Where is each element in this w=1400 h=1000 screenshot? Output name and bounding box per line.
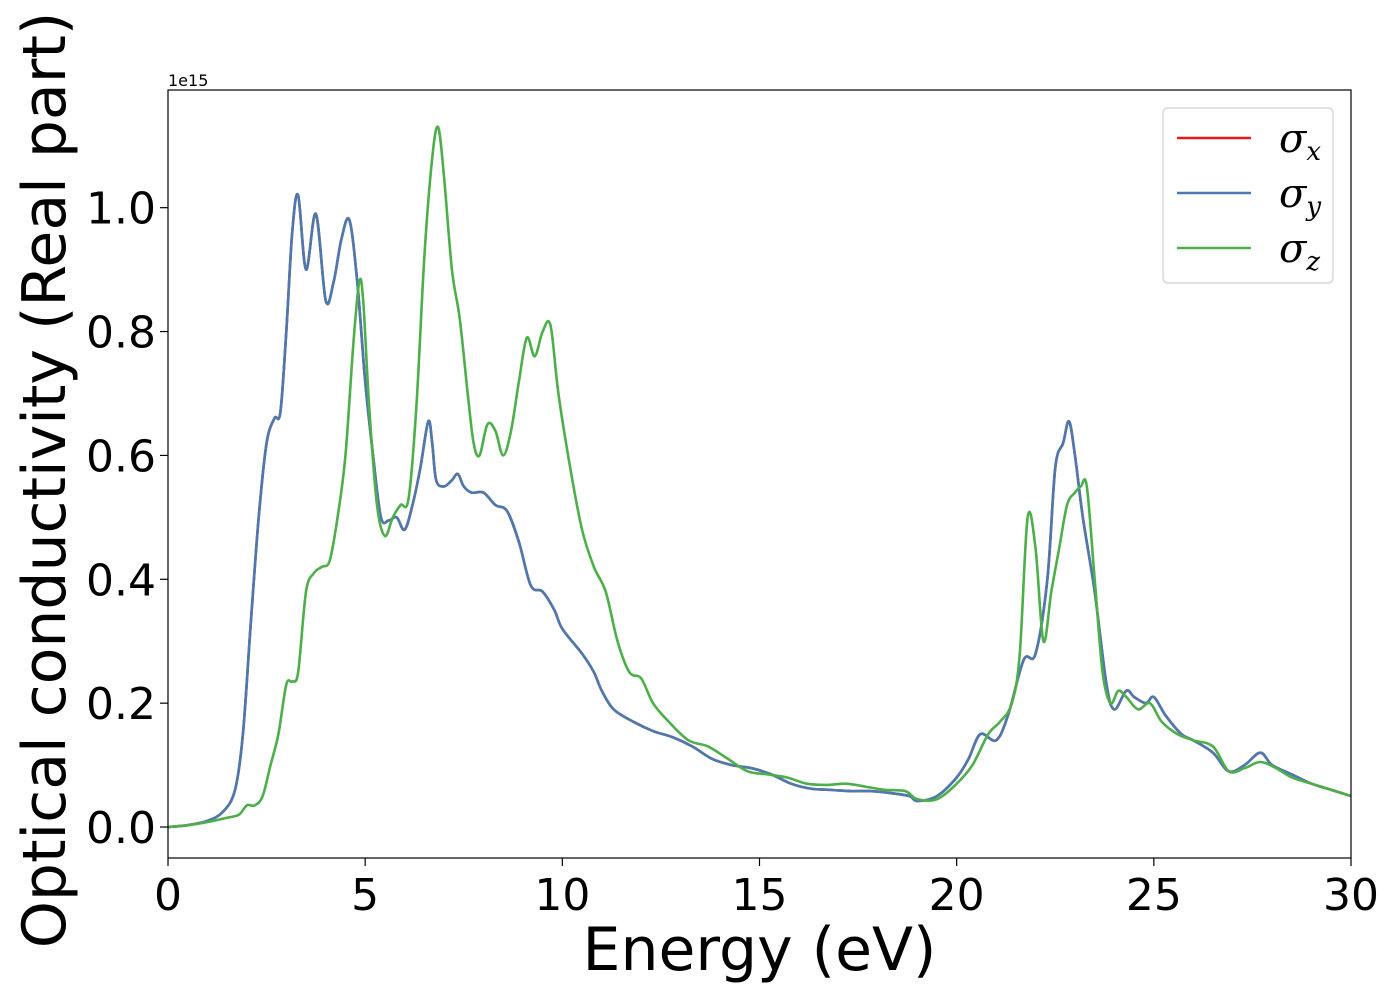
x-axis-title: Energy (eV) [583, 915, 937, 985]
y-tick-label: 0.6 [86, 431, 156, 482]
x-tick-label: 25 [1126, 870, 1182, 921]
y-tick-label: 0.8 [86, 308, 156, 359]
legend-label-y: σy [1279, 171, 1321, 222]
y-tick-label: 0.2 [86, 679, 156, 730]
legend-label-x: σx [1279, 116, 1321, 167]
y-axis: 0.0 0.2 0.4 0.6 0.8 1.0 [86, 184, 168, 854]
legend-label-z: σz [1279, 226, 1320, 277]
y-tick-label: 1.0 [86, 184, 156, 235]
series-layer [168, 125, 1351, 829]
y-offset-text: 1e15 [168, 71, 208, 90]
x-tick-label: 15 [732, 870, 788, 921]
y-tick-label: 0.4 [86, 555, 156, 606]
x-tick-label: 10 [534, 870, 590, 921]
y-axis-title: Optical conductivity (Real part) [10, 12, 80, 949]
y-tick-label: 0.0 [86, 803, 156, 854]
x-tick-label: 0 [154, 870, 182, 921]
x-tick-label: 30 [1323, 870, 1379, 921]
series-line-z [168, 125, 1351, 829]
legend-box [1162, 107, 1334, 284]
x-tick-label: 20 [929, 870, 985, 921]
x-tick-label: 5 [351, 870, 379, 921]
x-axis: 0 5 10 15 20 25 30 [154, 858, 1379, 921]
